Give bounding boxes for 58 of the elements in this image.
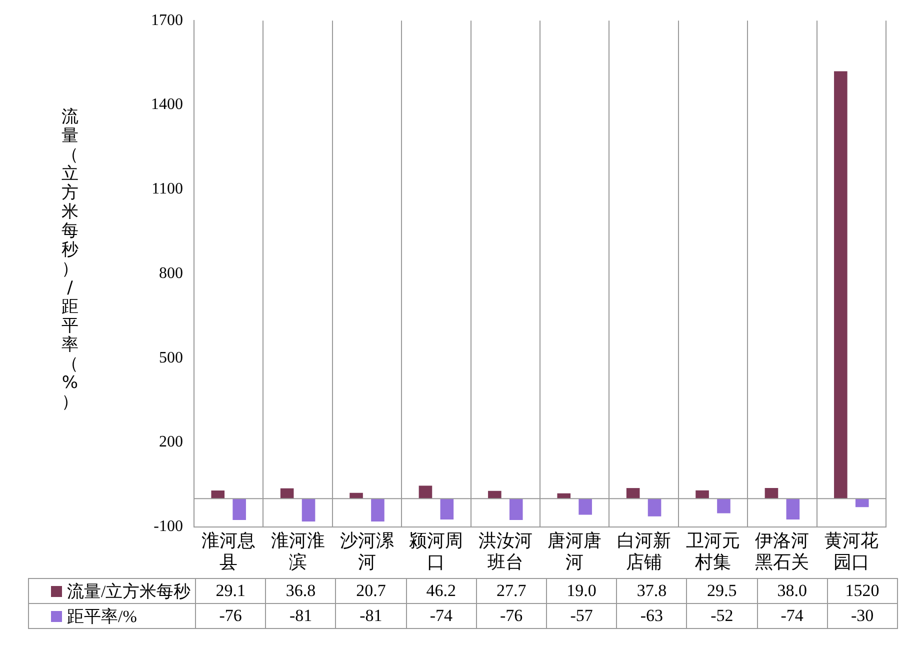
bar xyxy=(696,490,709,499)
data-label: 29.5 xyxy=(686,578,757,604)
data-label: 38.0 xyxy=(757,578,828,604)
bar xyxy=(717,498,730,514)
data-label: 29.1 xyxy=(196,578,266,604)
data-label: 20.7 xyxy=(336,578,406,604)
y-tick-label: 200 xyxy=(159,434,183,451)
x-tick-label: 淮河淮滨 xyxy=(270,530,325,572)
data-label: -76 xyxy=(476,604,546,628)
legend-label: 流量/立方米每秒 xyxy=(67,582,191,600)
y-tick-label: 1700 xyxy=(151,12,183,29)
data-label: 46.2 xyxy=(406,578,476,604)
data-label: -30 xyxy=(827,604,898,628)
data-label: -63 xyxy=(616,604,687,628)
data-label: -81 xyxy=(266,604,336,628)
y-tick-label: -100 xyxy=(154,518,183,536)
x-tick-label: 卫河元村集 xyxy=(686,530,740,572)
data-label: -57 xyxy=(546,604,617,628)
bar xyxy=(488,490,502,499)
y-tick-label: 500 xyxy=(159,349,183,366)
data-label: -74 xyxy=(406,604,476,628)
x-tick-label: 白河新店铺 xyxy=(616,530,671,572)
x-tick-label: 沙河漯河 xyxy=(340,530,394,572)
x-tick-label: 洪汝河班台 xyxy=(478,530,532,572)
data-label: 19.0 xyxy=(546,578,617,604)
data-label: -76 xyxy=(196,604,266,628)
bar xyxy=(764,488,778,499)
bar xyxy=(509,498,523,520)
y-tick-label: 1100 xyxy=(152,180,183,198)
bar xyxy=(855,498,869,508)
data-label: 27.7 xyxy=(476,578,546,604)
y-tick-label: 800 xyxy=(159,264,183,282)
y-tick-label: 1400 xyxy=(151,96,183,114)
data-label: 1520 xyxy=(827,578,898,604)
x-tick-label: 淮河息县 xyxy=(202,530,256,572)
bar xyxy=(280,488,294,499)
data-label: -74 xyxy=(757,604,828,628)
bar xyxy=(834,71,848,499)
x-tick-label: 伊洛河黑石关 xyxy=(755,530,810,572)
x-tick-label: 黄河花园口 xyxy=(824,530,878,572)
bar xyxy=(302,498,316,522)
data-label: -81 xyxy=(336,604,406,628)
bar xyxy=(418,486,432,499)
data-label: 36.8 xyxy=(266,578,336,604)
bar xyxy=(371,498,384,522)
bar xyxy=(440,498,454,520)
bar xyxy=(232,498,246,520)
bar xyxy=(211,490,225,499)
bar xyxy=(648,498,662,516)
data-label: 37.8 xyxy=(616,578,687,604)
x-tick-label: 颍河周口 xyxy=(409,530,464,572)
data-label: -52 xyxy=(686,604,757,628)
text: 流量（立方米每秒）/距平率（%） xyxy=(62,107,78,412)
legend-label: 距平率/% xyxy=(67,606,137,626)
bar xyxy=(626,488,640,499)
x-tick-label: 唐河唐河 xyxy=(548,530,602,572)
bar xyxy=(786,498,800,520)
bar xyxy=(578,498,592,515)
